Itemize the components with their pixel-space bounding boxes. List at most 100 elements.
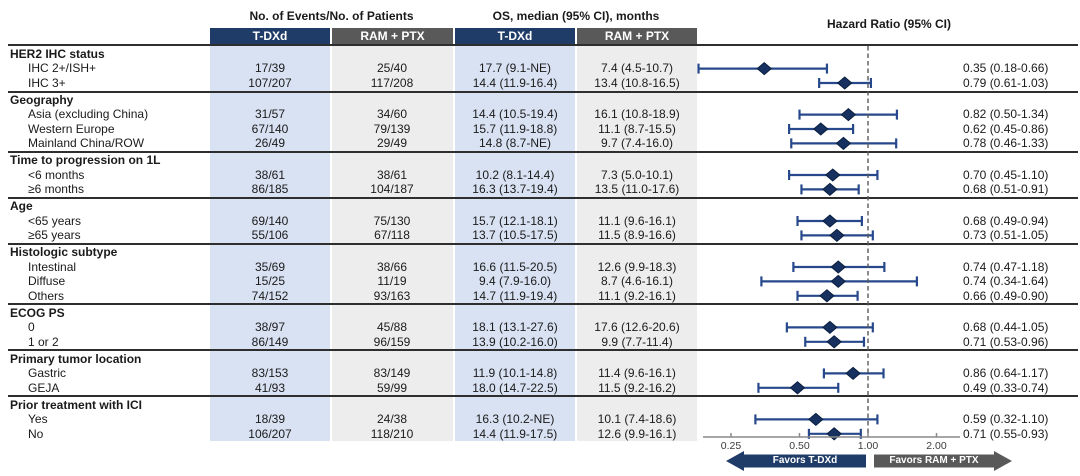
cell-os-tdxd: 14.4 (10.5-19.4) — [472, 107, 558, 122]
hr-value-text: 0.66 (0.49-0.90) — [963, 288, 1049, 303]
cell-events-tdxd: 86/149 — [251, 334, 289, 349]
hr-point-diamond — [812, 122, 829, 136]
section-label: Geography — [10, 93, 74, 107]
cell-os-ram: 13.4 (10.8-16.5) — [594, 75, 680, 90]
cell-events-ram: 29/49 — [376, 136, 408, 151]
os-group-header: OS, median (95% CI), months — [492, 9, 660, 23]
hr-value-text: 0.68 (0.44-1.05) — [963, 320, 1049, 335]
table-row: Yes 18/39 24/38 16.3 (10.2-NE) 10.1 (7.4-18.… — [0, 412, 1080, 426]
section-label: Time to progression on 1L — [10, 153, 161, 168]
forest-row — [787, 168, 879, 182]
table-row: Diffuse 15/25 11/19 9.4 (7.9-16.0) 8.7 (4.6-… — [0, 274, 1080, 288]
cell-os-tdxd: 16.6 (11.5-20.5) — [472, 259, 558, 274]
section-divider — [8, 151, 1078, 153]
hr-point-diamond — [836, 76, 853, 90]
forest-row — [800, 182, 860, 197]
section-divider — [8, 243, 1078, 245]
subgroup-label: Diffuse — [28, 274, 66, 289]
cell-os-tdxd: 9.4 (7.9-16.0) — [478, 274, 552, 289]
cell-os-tdxd: 18.1 (13.1-27.6) — [472, 320, 558, 335]
cell-events-ram: 79/139 — [373, 121, 411, 136]
hr-value-text: 0.49 (0.33-0.74) — [963, 380, 1049, 395]
table-row: ≥6 months 86/185 104/187 16.3 (13.7-19.4) 13… — [0, 182, 1080, 196]
table-row: GEJA 41/93 59/99 18.0 (14.7-22.5) 11.5 (9.2-… — [0, 381, 1080, 395]
cell-events-tdxd: 67/140 — [251, 121, 289, 136]
cell-os-tdxd: 14.7 (11.9-19.4) — [472, 288, 558, 303]
favors-ram-ptx-label: Favors RAM + PTX — [889, 455, 979, 466]
cell-events-tdxd: 38/97 — [254, 320, 286, 335]
section-header-row: Age — [0, 199, 1080, 213]
hr-value-text: 0.71 (0.55-0.93) — [963, 426, 1049, 441]
table-row: No 106/207 118/210 14.4 (11.9-17.5) 12.6 (9.… — [0, 427, 1080, 441]
subgroup-label: <65 years — [28, 213, 82, 228]
cell-os-ram: 9.7 (7.4-16.0) — [600, 136, 674, 151]
section-header-row: HER2 IHC status — [0, 47, 1080, 61]
cell-os-tdxd: 14.8 (8.7-NE) — [478, 136, 552, 151]
cell-os-ram: 11.1 (9.6-16.1) — [598, 213, 676, 228]
subgroup-label: Gastric — [28, 366, 67, 381]
hr-point-diamond — [824, 168, 841, 182]
cell-os-ram: 12.6 (9.9-18.3) — [597, 259, 677, 274]
section-divider — [8, 90, 1078, 93]
hr-point-diamond — [822, 182, 838, 197]
cell-events-tdxd: 69/140 — [251, 213, 289, 228]
cell-os-ram: 10.1 (7.4-18.6) — [597, 412, 677, 427]
cell-os-ram: 7.4 (4.5-10.7) — [600, 61, 674, 76]
hr-point-diamond — [756, 61, 773, 76]
forest-row — [796, 214, 863, 228]
cell-events-tdxd: 86/185 — [251, 182, 289, 197]
hr-point-diamond — [822, 320, 838, 335]
hr-point-diamond — [835, 136, 852, 151]
cell-events-ram: 67/118 — [374, 228, 410, 243]
cell-os-ram: 8.7 (4.6-16.1) — [600, 274, 674, 289]
forest-row — [807, 427, 862, 441]
hr-point-diamond — [840, 107, 857, 122]
subgroup-label: GEJA — [28, 380, 60, 395]
section-label: Prior treatment with ICI — [10, 397, 143, 412]
hr-value-text: 0.68 (0.49-0.94) — [963, 213, 1049, 228]
subgroup-label: <6 months — [28, 167, 85, 182]
hr-value-text: 0.74 (0.47-1.18) — [963, 259, 1049, 274]
cell-os-tdxd: 16.3 (13.7-19.4) — [472, 182, 558, 197]
section-label: Histologic subtype — [10, 245, 118, 260]
cell-events-tdxd: 26/49 — [254, 136, 286, 151]
table-row: Gastric 83/153 83/149 11.9 (10.1-14.8) 11.4 … — [0, 366, 1080, 380]
cell-events-ram: 104/187 — [370, 182, 414, 197]
favors-tdxd-label: Favors T-DXd — [772, 455, 838, 466]
section-label: Primary tumor location — [10, 351, 142, 366]
section-header-row: Primary tumor location — [0, 352, 1080, 366]
cell-os-tdxd: 15.7 (11.9-18.8) — [472, 121, 558, 136]
forest-row — [787, 122, 855, 136]
table-row: IHC 3+ 107/207 117/208 14.4 (11.9-16.4) 13.4… — [0, 76, 1080, 90]
hr-value-text: 0.79 (0.61-1.03) — [963, 75, 1049, 90]
subgroup-label: IHC 3+ — [28, 75, 66, 90]
hr-value-text: 0.35 (0.18-0.66) — [963, 61, 1049, 76]
cell-os-ram: 11.5 (9.2-16.2) — [598, 380, 676, 395]
cell-events-tdxd: 107/207 — [248, 75, 292, 90]
forest-row — [796, 289, 859, 303]
cell-events-tdxd: 15/25 — [254, 274, 286, 289]
cell-events-tdxd: 35/69 — [254, 259, 286, 274]
cell-events-tdxd: 18/39 — [254, 412, 286, 427]
subgroup-label: ≥6 months — [28, 182, 84, 197]
hr-value-text: 0.62 (0.45-0.86) — [963, 121, 1049, 136]
forest-row — [697, 61, 829, 76]
hr-value-text: 0.71 (0.53-0.96) — [963, 334, 1049, 349]
cell-os-tdxd: 16.3 (10.2-NE) — [475, 412, 555, 427]
subheader-os-tdxd: T-DXd — [455, 28, 575, 45]
subgroup-label: Yes — [28, 412, 48, 427]
hr-value-text: 0.86 (0.64-1.17) — [963, 366, 1049, 381]
cell-events-ram: 45/88 — [376, 320, 408, 335]
cell-os-tdxd: 13.9 (10.2-16.0) — [472, 334, 558, 349]
axis-tick-label: 1.00 — [857, 440, 879, 452]
hr-point-diamond — [789, 381, 806, 395]
hr-point-diamond — [845, 366, 861, 381]
section-divider — [8, 349, 1078, 352]
subheader-os-ram: RAM + PTX — [577, 28, 697, 45]
subgroup-label: Mainland China/ROW — [28, 136, 145, 151]
cell-events-ram: 24/38 — [376, 412, 408, 427]
forest-row — [792, 260, 886, 274]
cell-events-tdxd: 38/61 — [254, 167, 286, 182]
cell-events-tdxd: 55/106 — [251, 228, 289, 243]
